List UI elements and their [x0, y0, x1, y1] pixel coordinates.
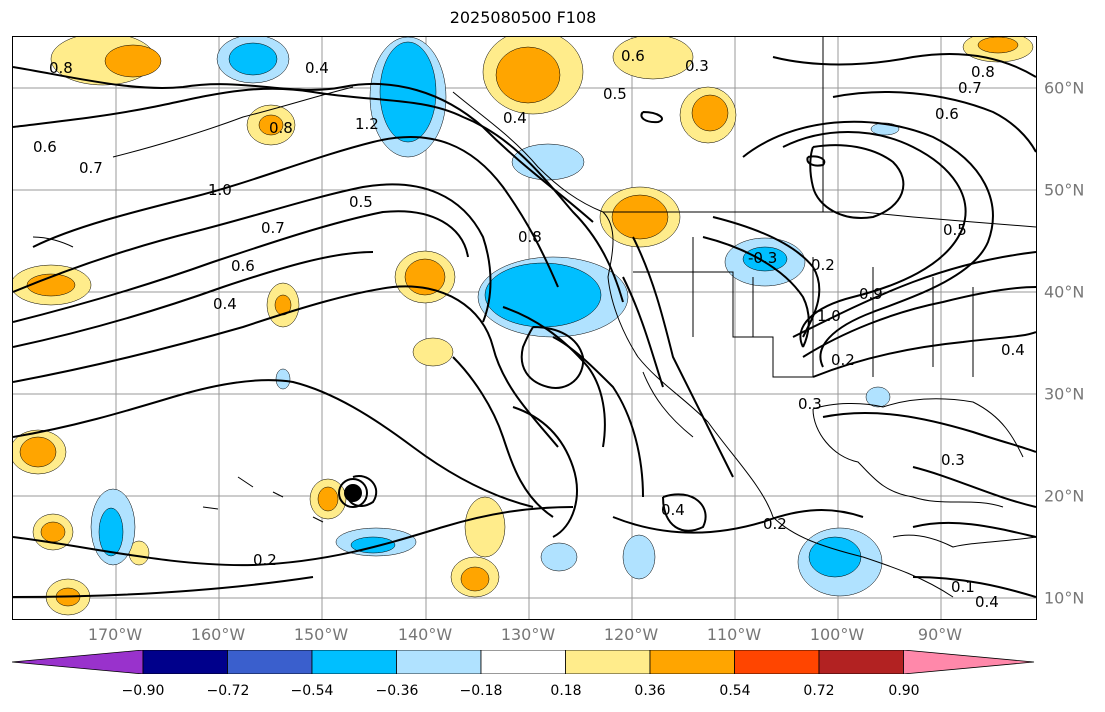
colorbar-tick-label: 0.90	[888, 683, 920, 699]
colorbar-tick-label: −0.36	[375, 683, 419, 699]
contour-label: 0.6	[231, 257, 255, 275]
contour-label-layer: 0.8 0.4 1.2 0.8 0.6 0.3 0.8 0.7 0.6 0.7 …	[33, 47, 1025, 611]
colorbar-segment	[142, 650, 228, 674]
colorbar-tick-label: 0.18	[550, 683, 582, 699]
latitude-label: 40°N	[1044, 282, 1085, 302]
longitude-label: 160°W	[190, 625, 246, 644]
contour-label: 0.8	[971, 63, 995, 81]
contour-label: 0.7	[79, 159, 103, 177]
contour-label: 0.4	[661, 501, 685, 519]
contour-label: 0.5	[349, 193, 373, 211]
contour-label: 0.1	[951, 578, 975, 596]
longitude-label: 130°W	[500, 625, 556, 644]
tropical-cyclone-icon	[344, 484, 362, 502]
contour-label: 0.3	[798, 395, 822, 413]
contour-label: 0.9	[859, 285, 883, 303]
contour-label: 1.0	[208, 181, 232, 199]
longitude-label: 140°W	[397, 625, 453, 644]
latitude-label: 60°N	[1044, 78, 1085, 98]
contour-label: 0.5	[943, 221, 967, 239]
contour-label: 0.2	[763, 515, 787, 533]
contour-label: 0.7	[958, 79, 982, 97]
contour-label: 0.3	[685, 57, 709, 75]
contour-label: 0.4	[305, 59, 329, 77]
latitude-label: 10°N	[1044, 588, 1085, 608]
contour-label: 0.8	[269, 119, 293, 137]
longitude-label: 110°W	[706, 625, 762, 644]
colorbar-extend-high	[903, 650, 1035, 674]
longitude-label: 90°W	[917, 625, 963, 644]
contour-label: 0.6	[33, 138, 57, 156]
contour-label: 0.2	[831, 351, 855, 369]
contour-label: 0.8	[518, 228, 542, 246]
contour-label: 0.4	[975, 593, 999, 611]
contour-lines	[13, 52, 1036, 598]
contour-label: 0.6	[621, 47, 645, 65]
longitude-label: 170°W	[87, 625, 143, 644]
colorbar-segment	[818, 650, 904, 674]
contour-label: 0.4	[213, 295, 237, 313]
colorbar-segment	[734, 650, 820, 674]
latitude-label: 20°N	[1044, 486, 1085, 506]
colorbar-tick-label: 0.72	[803, 683, 835, 699]
contour-label: 0.2	[253, 551, 277, 569]
colorbar-segment	[396, 650, 482, 674]
contour-label: 0.4	[503, 109, 527, 127]
colorbar-tick-label: −0.72	[206, 683, 250, 699]
colorbar	[12, 650, 1035, 674]
colorbar-tick-label: −0.18	[459, 683, 503, 699]
colorbar-tick-label: −0.90	[121, 683, 165, 699]
colorbar-segment	[649, 650, 735, 674]
graticule	[13, 37, 1036, 619]
longitude-label: 150°W	[293, 625, 349, 644]
map-title: 2025080500 F108	[449, 8, 597, 27]
contour-label: -0.3	[748, 249, 777, 267]
contour-label: 1.2	[355, 115, 379, 133]
colorbar-segment	[565, 650, 651, 674]
longitude-label: 120°W	[603, 625, 659, 644]
colorbar-tick-label: 0.54	[719, 683, 751, 699]
colorbar-extend-low	[12, 650, 144, 674]
colorbar-tick-label: 0.36	[634, 683, 666, 699]
colorbar-tick-label: −0.54	[290, 683, 334, 699]
colorbar-segment	[227, 650, 313, 674]
colorbar-segment	[480, 650, 566, 674]
contour-label: 0.3	[941, 451, 965, 469]
contour-label: 0.2	[811, 256, 835, 274]
longitude-label: 100°W	[809, 625, 865, 644]
contour-label: 0.5	[603, 85, 627, 103]
map-canvas: 0.8 0.4 1.2 0.8 0.6 0.3 0.8 0.7 0.6 0.7 …	[13, 37, 1036, 619]
contour-label: 0.7	[261, 219, 285, 237]
anomaly-shading	[13, 37, 1034, 616]
latitude-label: 50°N	[1044, 180, 1085, 200]
contour-label: 0.6	[935, 105, 959, 123]
contour-label: 1.0	[817, 307, 841, 325]
contour-label: 0.8	[49, 59, 73, 77]
map-panel: 0.8 0.4 1.2 0.8 0.6 0.3 0.8 0.7 0.6 0.7 …	[12, 36, 1037, 620]
colorbar-segment	[311, 650, 397, 674]
contour-label: 0.4	[1001, 341, 1025, 359]
latitude-label: 30°N	[1044, 384, 1085, 404]
